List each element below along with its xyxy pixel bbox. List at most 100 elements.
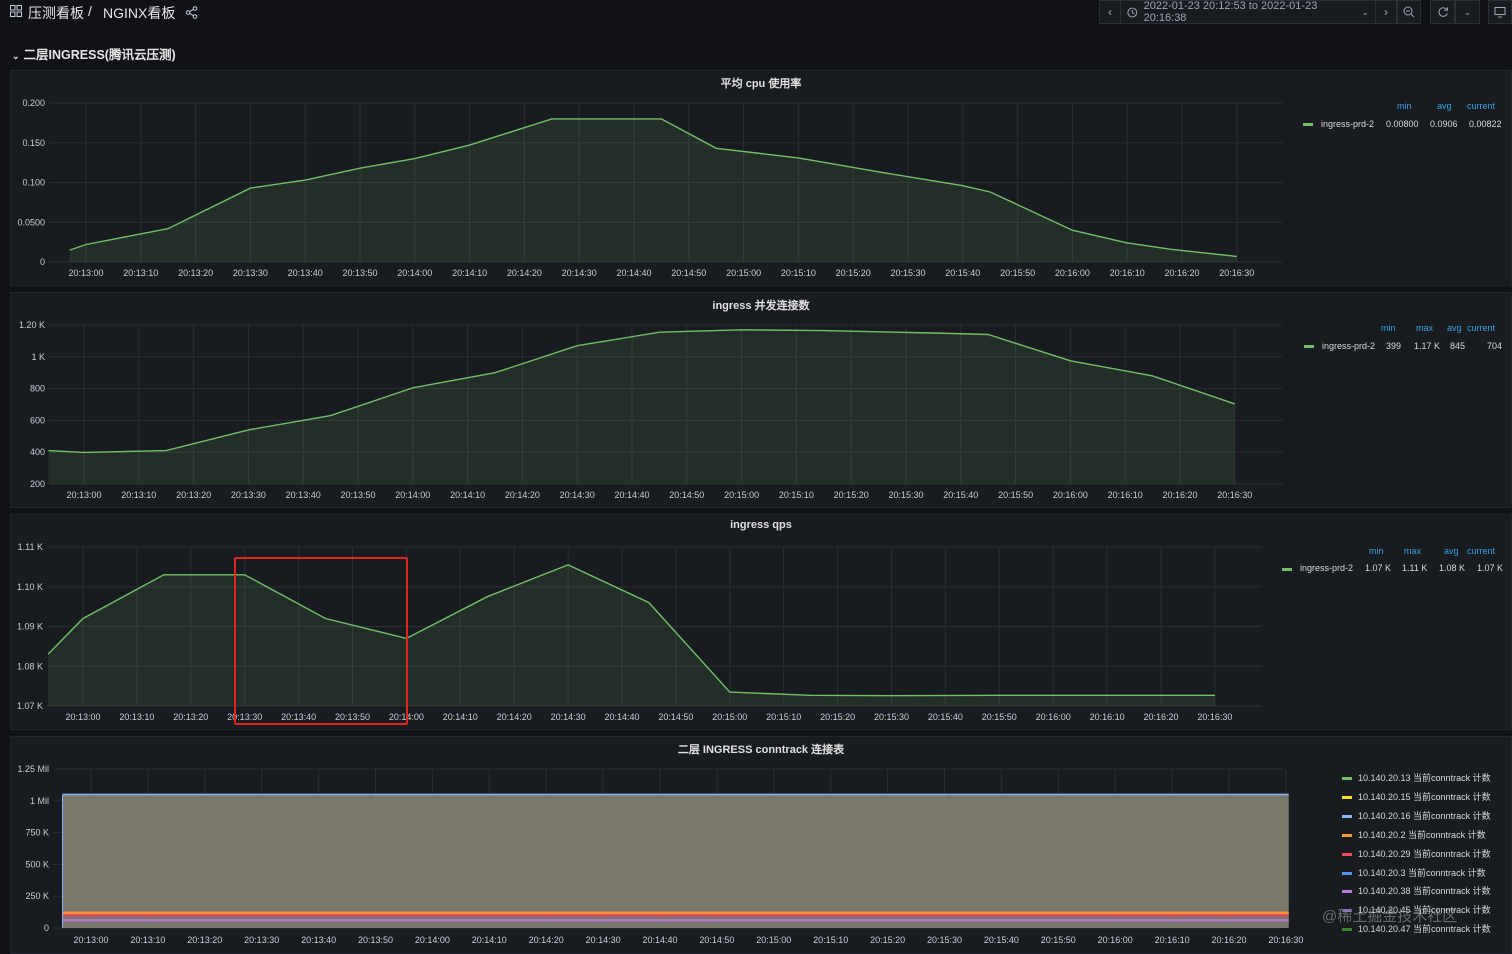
legend-header-max[interactable]: max bbox=[1404, 546, 1422, 556]
x-tick-label: 20:15:20 bbox=[834, 490, 869, 500]
x-tick-label: 20:15:40 bbox=[984, 935, 1019, 945]
panel-title[interactable]: ingress qps bbox=[730, 519, 792, 531]
x-tick-label: 20:16:10 bbox=[1155, 935, 1190, 945]
series-area bbox=[47, 564, 1215, 706]
legend-item[interactable]: 10.140.20.3 当前conntrack 计数 bbox=[1342, 866, 1486, 879]
y-tick-label: 0.150 bbox=[22, 138, 45, 148]
x-tick-label: 20:13:40 bbox=[281, 712, 316, 722]
legend-header-avg[interactable]: avg bbox=[1437, 101, 1452, 111]
breadcrumb-separator: / bbox=[88, 3, 92, 19]
panel-title[interactable]: 平均 cpu 使用率 bbox=[720, 78, 802, 90]
x-tick-label: 20:14:00 bbox=[397, 268, 432, 278]
cpu-usage-chart[interactable]: 0 0.0500 0.100 0.150 0.200 20:13:00 20:13:10 20… bbox=[11, 71, 1291, 285]
y-tick-label: 0.0500 bbox=[17, 217, 45, 227]
legend-header-min[interactable]: min bbox=[1397, 101, 1412, 111]
legend-value-min: 0.00800 bbox=[1386, 119, 1419, 129]
legend-value-max: 1.11 K bbox=[1402, 563, 1428, 573]
legend-header-min[interactable]: min bbox=[1369, 546, 1384, 556]
ingress-qps-chart[interactable]: 1.07 K 1.08 K 1.09 K 1.10 K 1.11 K 20:13:00 20… bbox=[11, 515, 1271, 729]
refresh-button[interactable] bbox=[1430, 0, 1455, 24]
legend-label: 10.140.20.47 当前conntrack 计数 bbox=[1358, 924, 1491, 934]
series-line bbox=[47, 564, 1215, 697]
x-tick-label: 20:16:20 bbox=[1164, 268, 1199, 278]
x-tick-label: 20:15:30 bbox=[888, 490, 923, 500]
x-tick-label: 20:14:30 bbox=[560, 490, 595, 500]
legend-swatch bbox=[1342, 872, 1352, 876]
legend-header-min[interactable]: min bbox=[1381, 323, 1396, 333]
x-tick-label: 20:15:10 bbox=[813, 935, 848, 945]
legend-item[interactable]: 10.140.20.2 当前conntrack 计数 bbox=[1342, 828, 1486, 841]
y-tick-label: 1.10 K bbox=[17, 582, 43, 592]
chevron-left-icon: ‹ bbox=[1108, 5, 1112, 19]
x-tick-label: 20:16:30 bbox=[1217, 490, 1252, 500]
x-tick-label: 20:15:20 bbox=[820, 712, 855, 722]
refresh-interval-dropdown[interactable]: ⌄ bbox=[1455, 0, 1480, 24]
time-range-picker[interactable]: 2022-01-23 20:12:53 to 2022-01-23 20:16:… bbox=[1120, 0, 1376, 24]
x-tick-label: 20:13:10 bbox=[130, 935, 165, 945]
x-tick-label: 20:13:20 bbox=[176, 490, 211, 500]
y-tick-label: 1.11 K bbox=[18, 542, 43, 552]
breadcrumb-dashboard[interactable]: NGINX看板 bbox=[103, 5, 176, 21]
ingress-connections-chart[interactable]: 200 400 600 800 1 K 1.20 K 20:13:00 20:13:10 20:… bbox=[11, 293, 1291, 507]
legend-header-current[interactable]: current bbox=[1467, 101, 1496, 111]
tv-mode-button[interactable] bbox=[1488, 0, 1512, 24]
row-title-label: 二层INGRESS(腾讯云压测) bbox=[23, 48, 176, 62]
y-tick-label: 1.09 K bbox=[17, 622, 43, 632]
x-tick-label: 20:15:40 bbox=[943, 490, 978, 500]
legend-header-max[interactable]: max bbox=[1416, 323, 1434, 333]
legend-item[interactable]: 10.140.20.16 当前conntrack 计数 bbox=[1342, 809, 1491, 822]
legend-item[interactable]: 10.140.20.29 当前conntrack 计数 bbox=[1342, 847, 1491, 860]
legend-item[interactable]: 10.140.20.47 当前conntrack 计数 bbox=[1342, 922, 1491, 935]
legend-item[interactable]: 10.140.20.15 当前conntrack 计数 bbox=[1342, 790, 1491, 803]
legend-swatch bbox=[1342, 890, 1352, 894]
legend-series-name[interactable]: ingress-prd-2 bbox=[1300, 563, 1354, 573]
x-tick-label: 20:13:50 bbox=[335, 712, 370, 722]
y-tick-label: 400 bbox=[30, 447, 45, 457]
dashboards-grid-icon[interactable] bbox=[10, 5, 22, 17]
x-tick-label: 20:15:10 bbox=[766, 712, 801, 722]
x-tick-label: 20:14:30 bbox=[551, 712, 586, 722]
legend-value-current: 1.07 K bbox=[1477, 563, 1504, 573]
legend-header-avg[interactable]: avg bbox=[1444, 546, 1459, 556]
conntrack-chart[interactable]: 0 250 K 500 K 750 K 1 Mil 1.25 Mil 20:13:00 20:… bbox=[11, 737, 1311, 953]
time-shift-back-button[interactable]: ‹ bbox=[1099, 0, 1121, 24]
legend-value-min: 1.07 K bbox=[1365, 563, 1392, 573]
y-tick-label: 250 K bbox=[25, 891, 49, 901]
x-tick-label: 20:16:00 bbox=[1098, 935, 1133, 945]
legend-item[interactable]: 10.140.20.45 当前conntrack 计数 bbox=[1342, 903, 1491, 916]
legend-swatch bbox=[1342, 777, 1352, 781]
chevron-down-icon: ⌄ bbox=[1463, 6, 1472, 17]
x-tick-label: 20:13:40 bbox=[286, 490, 321, 500]
panel-cpu-usage[interactable]: 平均 cpu 使用率 0 0.0500 0.100 0.150 0.200 20:13:0… bbox=[10, 70, 1512, 286]
panel-ingress-qps[interactable]: ingress qps 1.07 K 1.08 K 1.09 K 1.10 K 1.11… bbox=[10, 514, 1512, 730]
y-tick-label: 200 bbox=[30, 479, 45, 489]
share-icon[interactable] bbox=[185, 6, 198, 19]
panel-ingress-connections[interactable]: ingress 并发连接数 200 400 600 800 1 K 1.20 K 20:13… bbox=[10, 292, 1512, 508]
series-line bbox=[48, 329, 1236, 454]
time-shift-forward-button[interactable]: › bbox=[1375, 0, 1397, 24]
x-tick-label: 20:13:00 bbox=[65, 712, 100, 722]
legend-header-current[interactable]: current bbox=[1467, 546, 1496, 556]
y-tick-label: 1 K bbox=[31, 352, 45, 362]
panel-conntrack[interactable]: 二层 INGRESS conntrack 连接表 0 250 K 500 K 750 … bbox=[10, 736, 1512, 954]
panel-title[interactable]: ingress 并发连接数 bbox=[712, 300, 810, 312]
breadcrumb-folder[interactable]: 压测看板 bbox=[28, 5, 84, 21]
zoom-out-button[interactable] bbox=[1397, 0, 1421, 24]
legend-header-current[interactable]: current bbox=[1467, 323, 1496, 333]
legend-series-swatch bbox=[1304, 345, 1314, 348]
legend-value-max: 1.17 K bbox=[1414, 341, 1441, 351]
x-tick-label: 20:13:40 bbox=[301, 935, 336, 945]
legend-value-avg: 1.08 K bbox=[1439, 563, 1466, 573]
legend-item[interactable]: 10.140.20.38 当前conntrack 计数 bbox=[1342, 884, 1491, 897]
x-tick-label: 20:15:10 bbox=[779, 490, 814, 500]
x-tick-label: 20:15:30 bbox=[874, 712, 909, 722]
legend-series-name[interactable]: ingress-prd-2 bbox=[1322, 341, 1376, 351]
legend-header-avg[interactable]: avg bbox=[1447, 323, 1462, 333]
legend-item[interactable]: 10.140.20.13 当前conntrack 计数 bbox=[1342, 771, 1491, 784]
x-tick-label: 20:16:10 bbox=[1090, 712, 1125, 722]
panel-title[interactable]: 二层 INGRESS conntrack 连接表 bbox=[677, 744, 845, 756]
row-header[interactable]: ⌄ 二层INGRESS(腾讯云压测) bbox=[12, 44, 176, 63]
x-tick-label: 20:15:00 bbox=[756, 935, 791, 945]
x-tick-label: 20:13:00 bbox=[66, 490, 101, 500]
legend-series-name[interactable]: ingress-prd-2 bbox=[1321, 119, 1375, 129]
